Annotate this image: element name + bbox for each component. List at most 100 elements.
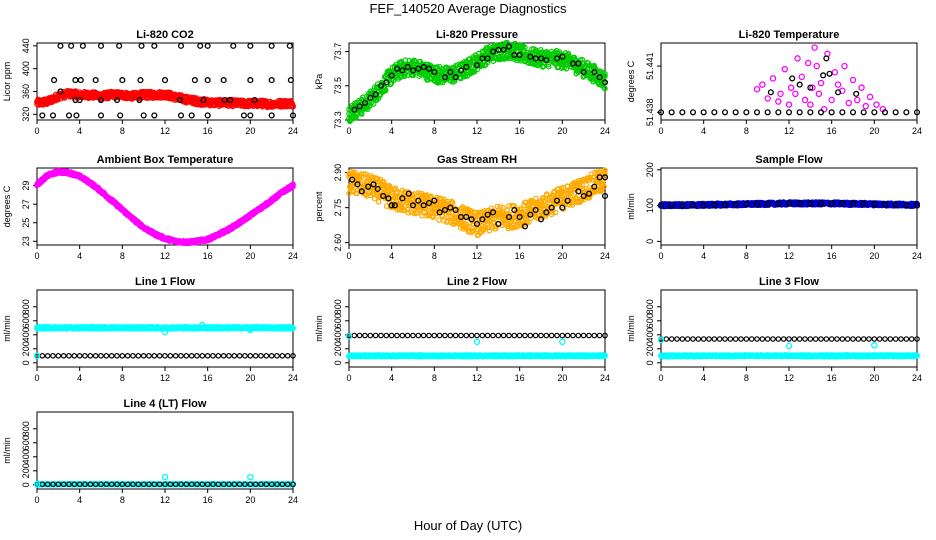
data-point [711,109,718,116]
x-tick-label: 20 [557,126,567,136]
data-point [721,109,729,116]
data-point [807,109,814,116]
data-point-magenta [804,59,812,67]
data-point [49,112,57,119]
x-tick-label: 16 [827,126,837,136]
data-point-magenta [811,44,818,51]
data-point [177,42,185,49]
data-point [679,109,686,116]
x-tick-label: 24 [912,126,922,136]
y-tick-label: 2.90 [333,164,343,182]
data-point [828,109,835,116]
data-point [113,96,121,104]
data-point [77,77,84,84]
x-tick-label: 8 [120,251,125,261]
data-point [820,72,827,79]
data-point [268,112,275,119]
data-point-magenta [785,101,793,108]
data-point [79,42,86,49]
plot-frame [36,167,294,246]
x-tick-label: 12 [160,126,170,136]
x-tick-label: 8 [120,126,125,136]
data-point [849,109,857,116]
data-point [97,42,105,49]
y-tick-label: 400 [21,61,31,76]
data-point [97,112,105,119]
y-tick-label: 360 [21,84,31,99]
x-tick-label: 16 [203,373,213,383]
x-tick-label: 8 [744,126,749,136]
plot-frame [660,42,918,121]
x-tick-label: 12 [160,373,170,383]
data-point [286,42,293,49]
x-tick-label: 0 [346,126,351,136]
data-point [220,77,227,84]
data-point-magenta [753,85,761,93]
dense-point [390,77,397,84]
y-tick-label: 73.5 [333,77,343,95]
data-point [151,42,158,49]
data-point-magenta [854,96,861,104]
y-tick-label: 29 [21,181,31,191]
data-point [767,89,774,96]
x-tick-label: 4 [77,251,82,261]
y-axis-label: Licor ppm [2,62,12,102]
panel-title: Line 1 Flow [135,276,195,288]
data-point [51,77,58,84]
data-point [140,112,147,119]
data-point [65,112,73,119]
data-point [826,70,833,77]
data-point [247,112,254,119]
data-point [775,109,782,116]
data-point-magenta [794,55,801,62]
data-point [177,112,185,119]
dense-point [375,199,382,205]
x-tick-label: 4 [77,373,82,383]
data-point-magenta [866,93,874,101]
x-tick-label: 20 [869,126,879,136]
data-point [287,77,294,84]
data-point [39,112,46,119]
data-point [188,112,195,119]
y-tick-label: 25 [21,218,31,228]
x-tick-label: 16 [203,126,213,136]
x-tick-label: 20 [869,251,879,261]
x-tick-label: 16 [827,251,837,261]
data-point-magenta [813,62,820,70]
data-point [268,42,275,49]
x-tick-label: 20 [557,251,567,261]
data-point [204,112,211,119]
y-tick-label: 100 [645,198,655,213]
data-point [92,77,99,84]
data-point [176,96,183,104]
y-tick-label: 440 [21,38,31,53]
x-tick-label: 12 [472,126,482,136]
data-point-magenta [831,69,839,76]
x-tick-label: 4 [701,251,706,261]
data-point [700,109,707,116]
data-point [68,42,75,49]
x-tick-label: 8 [120,373,125,383]
data-point-magenta [845,99,852,107]
dense-point [370,101,377,107]
x-tick-label: 24 [288,251,298,261]
dense-point [382,87,389,93]
data-point [247,42,254,49]
x-tick-label: 12 [472,251,482,261]
x-tick-label: 16 [515,126,525,136]
data-point [753,109,761,116]
x-tick-label: 4 [389,126,394,136]
data-point-magenta [849,76,857,84]
y-tick-label: 51.441 [645,52,655,80]
data-point-magenta [841,62,848,70]
data-point [796,81,803,88]
data-point [732,109,739,116]
x-tick-label: 4 [701,126,706,136]
data-point [268,77,275,84]
data-point [191,77,198,84]
y-tick-label: 2.60 [333,234,343,252]
data-point [197,42,204,49]
data-point-magenta [817,79,825,87]
